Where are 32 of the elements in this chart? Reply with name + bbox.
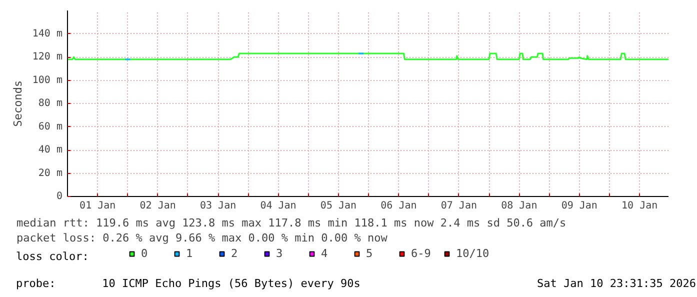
x-tick-label: 06 Jan bbox=[380, 200, 417, 212]
y-tick-label: 120 m bbox=[32, 52, 63, 62]
y-tick-label: 0 bbox=[56, 191, 63, 202]
x-tick-label: 02 Jan bbox=[140, 200, 176, 212]
text: probe: 10 ICMP Echo Pings (56 Bytes) every 90s bbox=[16, 276, 360, 292]
x-tick-label: 04 Jan bbox=[260, 200, 296, 212]
x-tick-label: 03 Jan bbox=[200, 200, 236, 212]
y-tick-label: 140 m bbox=[32, 28, 63, 40]
x-tick-label: 07 Jan bbox=[440, 200, 477, 212]
legend-label: 2 bbox=[231, 247, 239, 260]
x-tick-label: 09 Jan bbox=[561, 200, 598, 212]
y-axis-title: Seconds bbox=[11, 80, 24, 127]
text: median rtt: 119.6 ms avg 123.8 ms max 117.8 ms min 118.1 ms now 2.4 ms sd 50.6 am/s bbox=[16, 216, 566, 230]
legend-label: 1 bbox=[186, 247, 194, 260]
x-tick-label: 01 Jan bbox=[80, 200, 116, 212]
text: Sat Jan 10 23:31:35 2026 bbox=[537, 276, 696, 292]
x-tick-label: 10 Jan bbox=[622, 200, 658, 212]
legend-label: 10/10 bbox=[456, 247, 490, 260]
legend-label: 4 bbox=[321, 247, 329, 260]
y-tick-label: 20 m bbox=[38, 168, 63, 179]
legend-label: 3 bbox=[276, 247, 284, 260]
y-tick-label: 100 m bbox=[32, 74, 63, 86]
legend-title: loss color: bbox=[16, 249, 89, 265]
x-tick-label: 05 Jan bbox=[320, 200, 357, 212]
y-tick-label: 60 m bbox=[38, 121, 63, 132]
legend-label: 6-9 bbox=[411, 247, 431, 260]
legend-label: 0 bbox=[141, 247, 149, 260]
y-tick-label: 40 m bbox=[38, 144, 63, 156]
text: packet loss: 0.26 % avg 9.66 % max 0.00 % min 0.00 % now bbox=[16, 232, 388, 244]
y-tick-label: 80 m bbox=[38, 98, 63, 109]
legend-label: 5 bbox=[366, 247, 374, 260]
x-tick-label: 08 Jan bbox=[501, 200, 538, 212]
